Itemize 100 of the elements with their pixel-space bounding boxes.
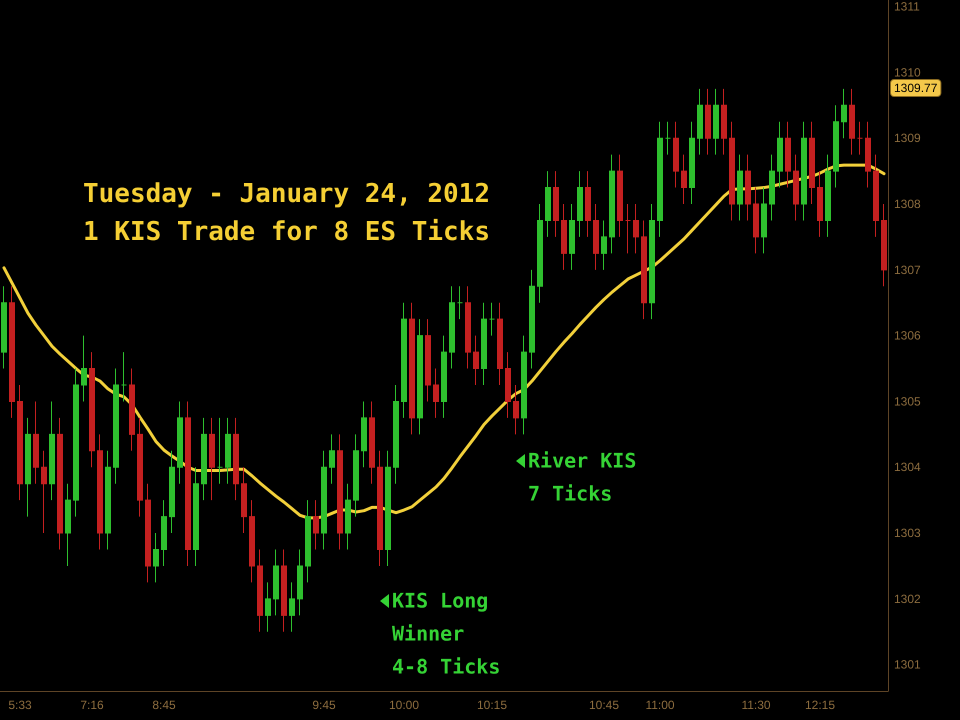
candlestick bbox=[521, 335, 527, 435]
candlestick bbox=[497, 302, 503, 386]
candlestick bbox=[705, 88, 711, 156]
text: 1 KIS Trade for 8 ES Ticks bbox=[83, 217, 490, 247]
candlestick bbox=[177, 400, 183, 484]
y-tick-label: 1304 bbox=[894, 460, 922, 474]
candlestick bbox=[593, 204, 599, 270]
candlestick bbox=[409, 302, 415, 435]
candlestick bbox=[681, 154, 687, 205]
candlestick bbox=[609, 154, 615, 254]
candlestick bbox=[737, 154, 743, 221]
candlestick bbox=[49, 400, 55, 501]
candlestick bbox=[433, 368, 439, 418]
candlestick bbox=[545, 170, 551, 238]
candlestick bbox=[305, 500, 311, 583]
candlestick bbox=[17, 384, 23, 501]
candlestick bbox=[873, 154, 879, 238]
candlestick bbox=[89, 352, 95, 468]
candlestick bbox=[65, 483, 71, 566]
candlestick bbox=[665, 121, 671, 156]
candlestick bbox=[169, 450, 175, 534]
candlestick bbox=[849, 88, 855, 156]
x-tick-label: 10:45 bbox=[588, 698, 620, 712]
candlestick bbox=[281, 549, 287, 632]
candlestick bbox=[185, 400, 191, 566]
text: 1309.77 bbox=[894, 81, 938, 95]
candlestick bbox=[265, 582, 271, 632]
candlestick bbox=[657, 121, 663, 238]
candlestick bbox=[689, 121, 695, 205]
candlestick bbox=[841, 88, 847, 139]
candlestick bbox=[601, 220, 607, 270]
candlestick bbox=[713, 88, 719, 156]
candlestick bbox=[9, 286, 15, 418]
candlestick bbox=[473, 335, 479, 386]
candlestick bbox=[377, 450, 383, 566]
candlestick bbox=[793, 154, 799, 221]
candlestick bbox=[785, 121, 791, 188]
candlestick bbox=[729, 121, 735, 221]
candlestick bbox=[105, 450, 111, 550]
x-tick-label: 10:15 bbox=[476, 698, 508, 712]
candlestick bbox=[585, 170, 591, 238]
candlestick bbox=[481, 302, 487, 386]
x-tick-label: 10:00 bbox=[388, 698, 420, 712]
candlestick bbox=[745, 154, 751, 221]
candlestick bbox=[129, 368, 135, 452]
candlestick bbox=[25, 417, 31, 518]
y-tick-label: 1310 bbox=[894, 65, 922, 80]
candlestick bbox=[225, 417, 231, 484]
candlestick bbox=[457, 286, 463, 320]
candlestick bbox=[881, 204, 887, 287]
y-tick-label: 1307 bbox=[894, 262, 922, 277]
candlestick bbox=[561, 204, 567, 270]
candlestick bbox=[489, 302, 495, 336]
candlestick bbox=[161, 500, 167, 566]
candlestick bbox=[449, 286, 455, 370]
candlestick bbox=[393, 384, 399, 484]
candlestick bbox=[361, 400, 367, 468]
candlestick bbox=[529, 269, 535, 370]
candlestick bbox=[425, 318, 431, 402]
annotation: KIS Long Winner 4-8 Ticks bbox=[392, 588, 500, 678]
y-tick-label: 1301 bbox=[894, 658, 922, 672]
candlestick bbox=[833, 104, 839, 188]
candlestick bbox=[145, 483, 151, 583]
candlestick bbox=[113, 368, 119, 484]
candlestick bbox=[33, 400, 39, 484]
candlestick bbox=[617, 154, 623, 238]
candlestick bbox=[825, 154, 831, 238]
candlestick bbox=[465, 286, 471, 370]
candlestick bbox=[337, 434, 343, 550]
candlestick bbox=[353, 434, 359, 518]
candlestick bbox=[769, 154, 775, 221]
x-tick-label: 8:45 bbox=[152, 698, 176, 712]
candlestick bbox=[273, 549, 279, 616]
candlestick bbox=[857, 121, 863, 156]
candlestick bbox=[329, 434, 335, 484]
y-tick-label: 1302 bbox=[894, 592, 922, 606]
x-tick-label: 7:16 bbox=[80, 698, 104, 712]
candlestick bbox=[81, 335, 87, 402]
candlestick bbox=[721, 88, 727, 156]
y-tick-label: 1303 bbox=[894, 526, 922, 540]
candlestick bbox=[761, 187, 767, 254]
candlestick bbox=[809, 121, 815, 205]
candlestick bbox=[697, 88, 703, 156]
candlestick bbox=[97, 434, 103, 550]
candlestick bbox=[345, 483, 351, 550]
candlestick bbox=[209, 417, 215, 501]
y-tick-label: 1308 bbox=[894, 197, 922, 212]
candlestick bbox=[193, 466, 199, 566]
candlestick bbox=[57, 417, 63, 550]
candlestick bbox=[289, 582, 295, 632]
candlestick bbox=[649, 204, 655, 320]
candlestick bbox=[217, 417, 223, 484]
candlestick bbox=[441, 335, 447, 418]
candlestick bbox=[321, 450, 327, 550]
candlestick bbox=[641, 220, 647, 320]
candlestick bbox=[1, 286, 7, 370]
candlestick bbox=[553, 170, 559, 238]
y-tick-label: 1305 bbox=[894, 394, 922, 408]
candlestick bbox=[417, 318, 423, 435]
candlestick bbox=[569, 204, 575, 270]
